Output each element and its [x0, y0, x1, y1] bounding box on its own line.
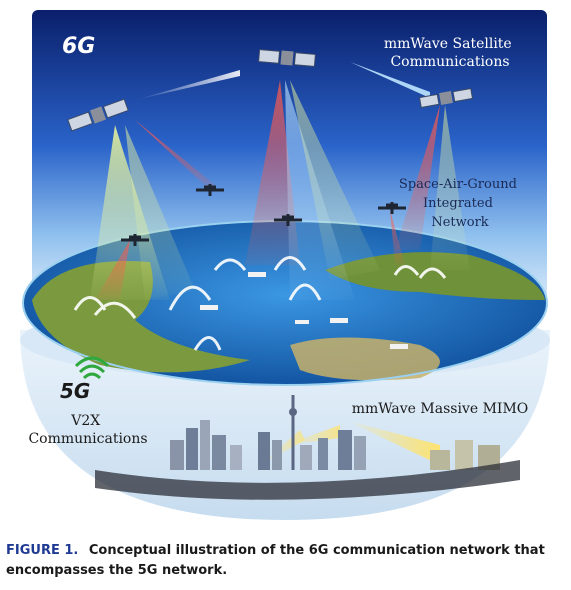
v2x-label: V2X Communications	[28, 413, 147, 447]
sagin-label-line2: Integrated	[423, 196, 493, 211]
concept-illustration: 6G mmWave Satellite Communications Space…	[20, 10, 550, 520]
sagin-label-line3: Network	[431, 215, 488, 230]
caption-text: Conceptual illustration of the 6G commun…	[6, 543, 545, 578]
satellite-label: mmWave Satellite Communications	[384, 36, 516, 70]
signal-icon	[74, 356, 110, 380]
satellite-icon	[418, 87, 474, 109]
label-6g: 6G	[62, 34, 95, 59]
satellite-label-line1: mmWave Satellite	[384, 36, 512, 52]
label-5g: 5G	[60, 379, 90, 403]
satellite-icon	[258, 49, 316, 67]
uav-icon	[196, 184, 224, 196]
satellite-icon	[67, 98, 129, 132]
sagin-label-line1: Space-Air-Ground	[399, 177, 517, 192]
v2x-label-line2: Communications	[28, 431, 147, 447]
uav-icon	[274, 214, 302, 226]
beams	[90, 62, 470, 300]
ship-icon	[200, 272, 408, 349]
satellite-label-line2: Communications	[390, 54, 509, 70]
uav-icon	[378, 202, 406, 214]
uav-icon	[121, 234, 149, 246]
city-skyline	[95, 395, 520, 500]
sagin-label: Space-Air-Ground Integrated Network	[399, 177, 521, 230]
ground-links	[73, 256, 447, 351]
caption-label: FIGURE 1.	[6, 543, 79, 558]
figure-caption: FIGURE 1. Conceptual illustration of the…	[6, 541, 566, 581]
v2x-label-line1: V2X	[70, 413, 100, 429]
mimo-label: mmWave Massive MIMO	[352, 401, 529, 417]
